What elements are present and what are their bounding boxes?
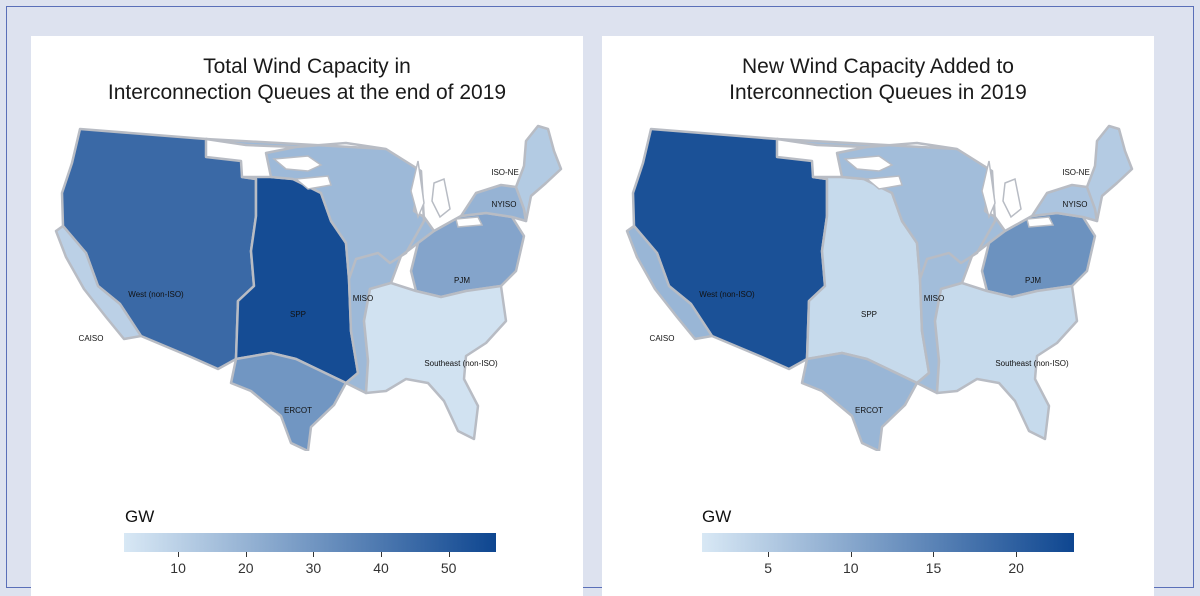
region-label: ERCOT [855,406,883,415]
color-scale-ticks: 5 10 15 20 [702,552,1074,582]
region-label: MISO [353,294,373,303]
legend-title: GW [702,507,732,526]
scale-tick-label: 10 [170,560,186,576]
us-choropleth-map: West (non-ISO) CAISO SPP ERCOT MISO PJM … [617,121,1142,451]
map-title: Total Wind Capacity in Interconnection Q… [31,54,583,106]
region-southeast [362,281,508,441]
region-label: ISO-NE [1062,168,1090,177]
map-title-line1: Total Wind Capacity in [203,55,411,78]
scale-tick-label: 30 [305,560,322,576]
scale-tick-mark [178,552,180,557]
region-isone [514,124,563,223]
region-label: NYISO [1063,200,1088,209]
map-panel-new-capacity: New Wind Capacity Added to Interconnecti… [602,36,1154,596]
map-title-line2: Interconnection Queues in 2019 [729,81,1027,104]
map-title-line1: New Wind Capacity Added to [742,55,1014,78]
scale-tick-mark [313,552,315,557]
color-scale-ticks: 10 20 30 40 50 [124,552,496,582]
map-title: New Wind Capacity Added to Interconnecti… [602,54,1154,106]
scale-tick-mark [768,552,770,557]
scale-tick-mark [448,552,450,557]
region-label: SPP [290,310,306,319]
region-label: SPP [861,310,877,319]
region-label: West (non-ISO) [699,290,755,299]
region-southeast [933,281,1079,441]
region-label: Southeast (non-ISO) [995,359,1069,368]
great-lakes [272,155,484,228]
region-caiso [625,224,714,341]
region-label: NYISO [492,200,517,209]
scale-tick-mark [933,552,935,557]
region-label: CAISO [79,334,104,343]
region-ercot [800,351,919,451]
region-label: PJM [1025,276,1041,285]
scale-tick-mark [245,552,247,557]
region-label: ISO-NE [491,168,519,177]
scale-tick-mark [381,552,383,557]
region-label: CAISO [650,334,675,343]
us-choropleth-map: West (non-ISO) CAISO SPP ERCOT MISO PJM … [46,121,571,451]
scale-tick-label: 50 [440,560,457,576]
region-isone [1085,124,1134,223]
region-caiso [54,224,143,341]
region-label: PJM [454,276,470,285]
color-scale-bar [702,533,1074,552]
region-ercot [229,351,348,451]
region-label: West (non-ISO) [128,290,184,299]
scale-tick-label: 20 [237,560,254,576]
scale-tick-label: 40 [373,560,389,576]
color-scale-bar [124,533,496,552]
legend-title: GW [125,507,155,526]
scale-tick-label: 15 [925,560,942,576]
map-panel-total-capacity: Total Wind Capacity in Interconnection Q… [31,36,583,596]
scale-tick-label: 20 [1008,560,1024,576]
scale-tick-label: 5 [764,560,773,576]
map-title-line2: Interconnection Queues at the end of 201… [107,81,507,104]
great-lakes [843,155,1055,228]
scale-tick-mark [1016,552,1018,557]
figure-frame: Total Wind Capacity in Interconnection Q… [6,6,1194,596]
scale-tick-label: 10 [843,560,859,576]
region-label: ERCOT [284,406,312,415]
scale-tick-mark [850,552,852,557]
region-label: Southeast (non-ISO) [424,359,498,368]
region-label: MISO [924,294,944,303]
